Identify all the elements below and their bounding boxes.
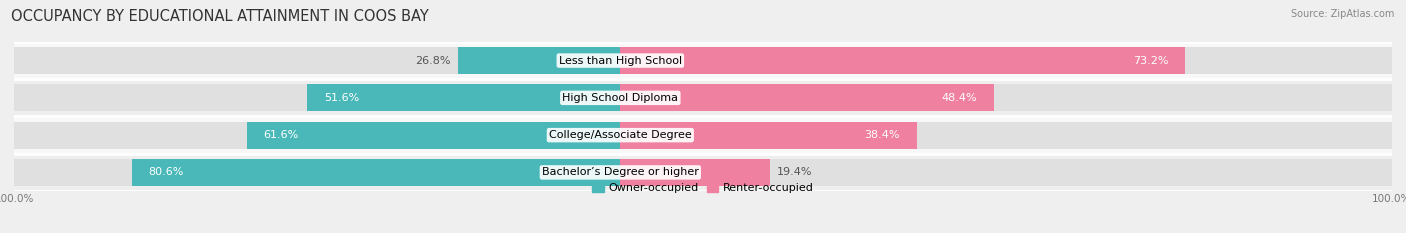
Bar [14,42,1392,79]
Bar [132,159,620,186]
Text: 61.6%: 61.6% [263,130,298,140]
Text: 38.4%: 38.4% [865,130,900,140]
Text: High School Diploma: High School Diploma [562,93,678,103]
Text: 48.4%: 48.4% [942,93,977,103]
Text: Less than High School: Less than High School [558,56,682,65]
Bar [14,79,1392,116]
Text: 19.4%: 19.4% [778,168,813,177]
Bar [620,159,1392,186]
Bar [14,159,620,186]
Text: OCCUPANCY BY EDUCATIONAL ATTAINMENT IN COOS BAY: OCCUPANCY BY EDUCATIONAL ATTAINMENT IN C… [11,9,429,24]
Text: 73.2%: 73.2% [1133,56,1168,65]
Text: 26.8%: 26.8% [415,56,451,65]
Bar [620,47,1185,74]
Bar [620,84,994,111]
Legend: Owner-occupied, Renter-occupied: Owner-occupied, Renter-occupied [588,178,818,197]
Bar [14,122,620,149]
Bar [620,159,770,186]
Bar [458,47,620,74]
Bar [620,84,1392,111]
Bar [14,116,1392,154]
Text: College/Associate Degree: College/Associate Degree [548,130,692,140]
Text: 51.6%: 51.6% [323,93,360,103]
Text: Source: ZipAtlas.com: Source: ZipAtlas.com [1291,9,1395,19]
Bar [14,47,620,74]
Bar [14,84,620,111]
Text: 80.6%: 80.6% [148,168,184,177]
Bar [247,122,620,149]
Bar [620,47,1392,74]
Bar [308,84,620,111]
Text: Bachelor’s Degree or higher: Bachelor’s Degree or higher [541,168,699,177]
Bar [14,154,1392,191]
Bar [620,122,917,149]
Bar [620,122,1392,149]
